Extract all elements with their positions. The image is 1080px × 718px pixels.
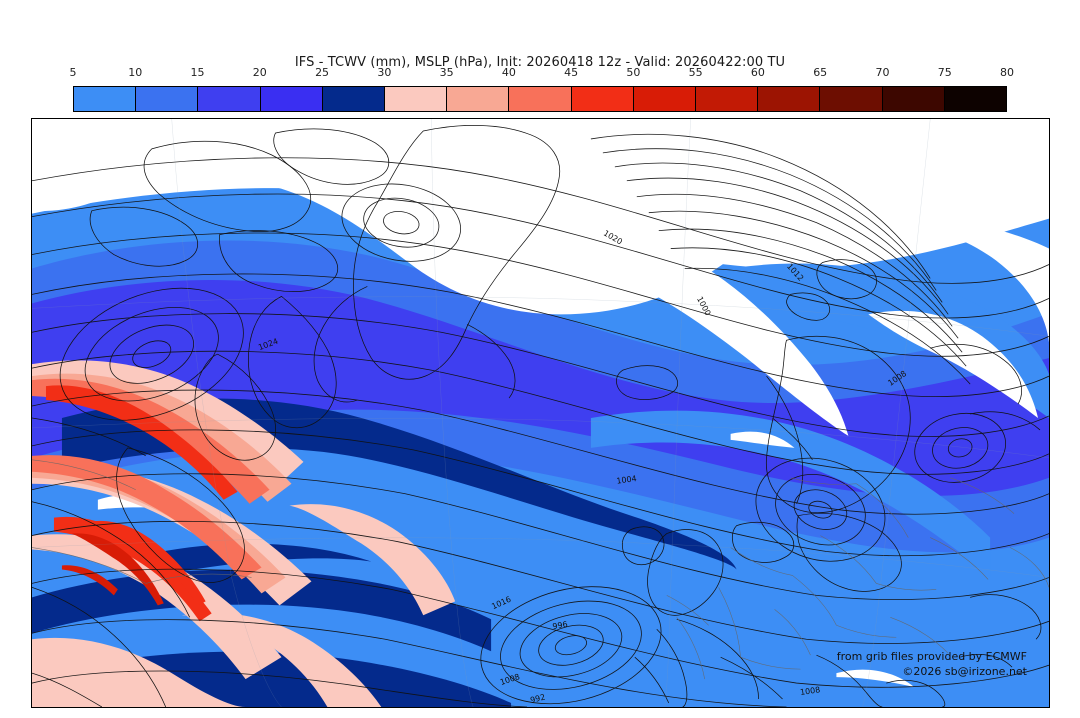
colorbar-segment-25-30: [322, 87, 386, 111]
svg-text:996: 996: [552, 620, 569, 631]
colorbar-tick-35: 35: [439, 66, 454, 79]
colorbar-tick-45: 45: [564, 66, 579, 79]
colorbar: 5 10 15 20 25 30 35 40 45 50 55 60 65 70 75 80: [69, 66, 1015, 112]
colorbar-segment-55-60: [696, 87, 759, 111]
colorbar-segment-10-15: [136, 87, 199, 111]
colorbar-tick-80: 80: [1000, 66, 1014, 79]
page-title: IFS - TCWV (mm), MSLP (hPa), Init: 20260…: [294, 55, 786, 70]
colorbar-tick-20: 20: [252, 66, 267, 79]
coastline-layer: [32, 125, 1042, 707]
map-panel[interactable]: 1024 1016 1008 996 992 1000 1004 1012 10…: [31, 118, 1050, 708]
graticule-layer: [32, 119, 1049, 707]
colorbar-tick-70: 70: [875, 66, 890, 79]
colorbar-segment-50-55: [633, 87, 697, 111]
svg-text:1004: 1004: [616, 474, 637, 486]
colorbar-segment-20-25: [260, 87, 323, 111]
colorbar-tick-15: 15: [190, 66, 205, 79]
colorbar-tick-30: 30: [377, 66, 392, 79]
colorbar-segment-45-50: [571, 87, 634, 111]
colorbar-segment-5-10: [74, 87, 137, 111]
colorbar-segment-30-35: [385, 87, 448, 111]
colorbar-tick-60: 60: [750, 66, 765, 79]
colorbar-segment-60-65: [758, 87, 821, 111]
colorbar-tick-10: 10: [128, 66, 143, 79]
colorbar-swatches: [73, 86, 1007, 112]
colorbar-tick-25: 25: [315, 66, 330, 79]
colorbar-segment-15-20: [198, 87, 261, 111]
colorbar-tick-55: 55: [688, 66, 703, 79]
colorbar-tick-40: 40: [501, 66, 516, 79]
colorbar-tick-65: 65: [813, 66, 828, 79]
colorbar-tick-labels: 5 10 15 20 25 30 35 40 45 50 55 60 65 70 75 80: [69, 66, 1015, 86]
svg-text:992: 992: [529, 693, 546, 705]
colorbar-tick-50: 50: [626, 66, 641, 79]
colorbar-segment-75-80: [944, 87, 1007, 111]
map-canvas: 1024 1016 1008 996 992 1000 1004 1012 10…: [32, 119, 1049, 707]
colorbar-tick-75: 75: [937, 66, 952, 79]
political-border-layer: [32, 459, 1049, 680]
colorbar-segment-70-75: [882, 87, 945, 111]
colorbar-segment-65-70: [820, 87, 883, 111]
colorbar-tick-5: 5: [69, 66, 77, 79]
svg-text:1008: 1008: [800, 685, 821, 697]
colorbar-segment-40-45: [509, 87, 572, 111]
colorbar-segment-35-40: [447, 87, 510, 111]
mslp-contour-layer: [32, 133, 1049, 707]
